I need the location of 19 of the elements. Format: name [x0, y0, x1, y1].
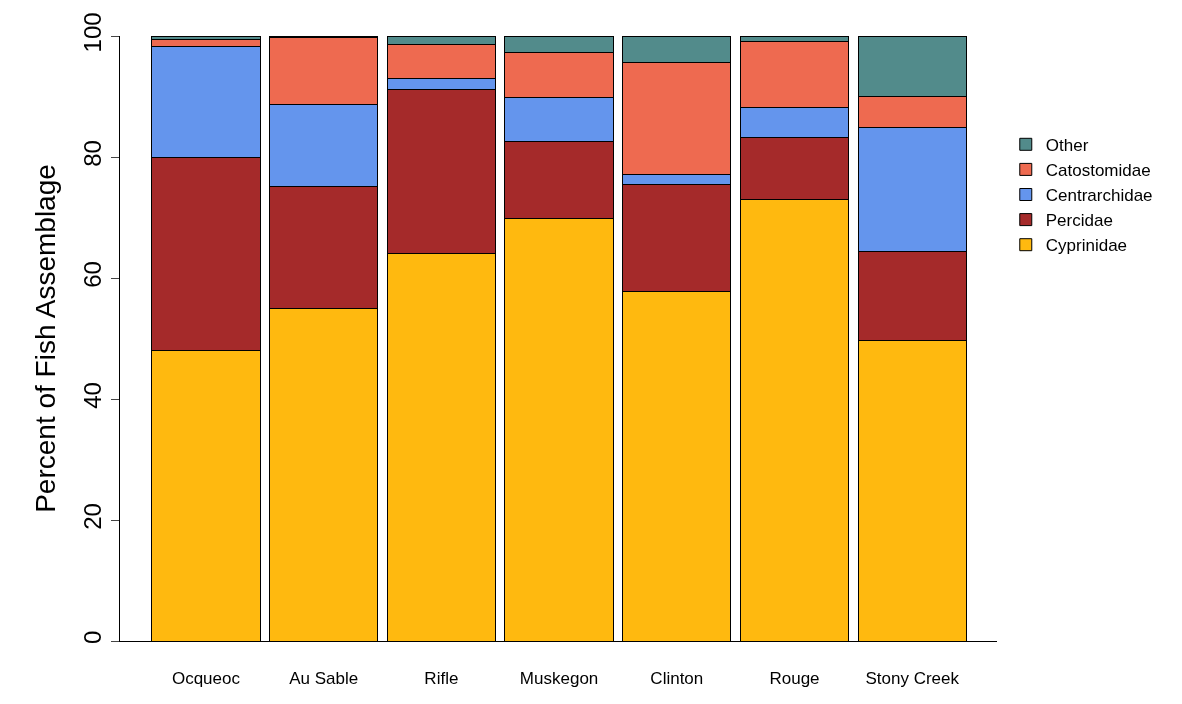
- x-tick-label: Ocqueoc: [171, 669, 241, 689]
- x-tick-label: Au Sable: [289, 669, 359, 689]
- legend-label: Other: [1045, 135, 1089, 155]
- x-tick-label: Stony Creek: [865, 669, 960, 689]
- legend-label: Catostomidae: [1045, 161, 1151, 181]
- y-tick-label: 100: [79, 12, 107, 53]
- legend-label: Cyprinidae: [1045, 236, 1128, 256]
- x-tick-label: Clinton: [650, 669, 704, 689]
- y-tick-label: 60: [79, 261, 107, 288]
- x-tick-label: Muskegon: [519, 669, 599, 689]
- y-axis-title: Percent of Fish Assemblage: [30, 164, 62, 513]
- y-tick-label: 20: [79, 503, 107, 530]
- y-tick-label: 80: [79, 140, 107, 167]
- x-tick-label: Rifle: [424, 669, 459, 689]
- y-tick-label: 0: [79, 630, 107, 645]
- x-tick-label: Rouge: [769, 669, 820, 689]
- legend-label: Percidae: [1045, 211, 1113, 231]
- y-tick-label: 40: [79, 382, 107, 409]
- legend-label: Centrarchidae: [1045, 186, 1153, 206]
